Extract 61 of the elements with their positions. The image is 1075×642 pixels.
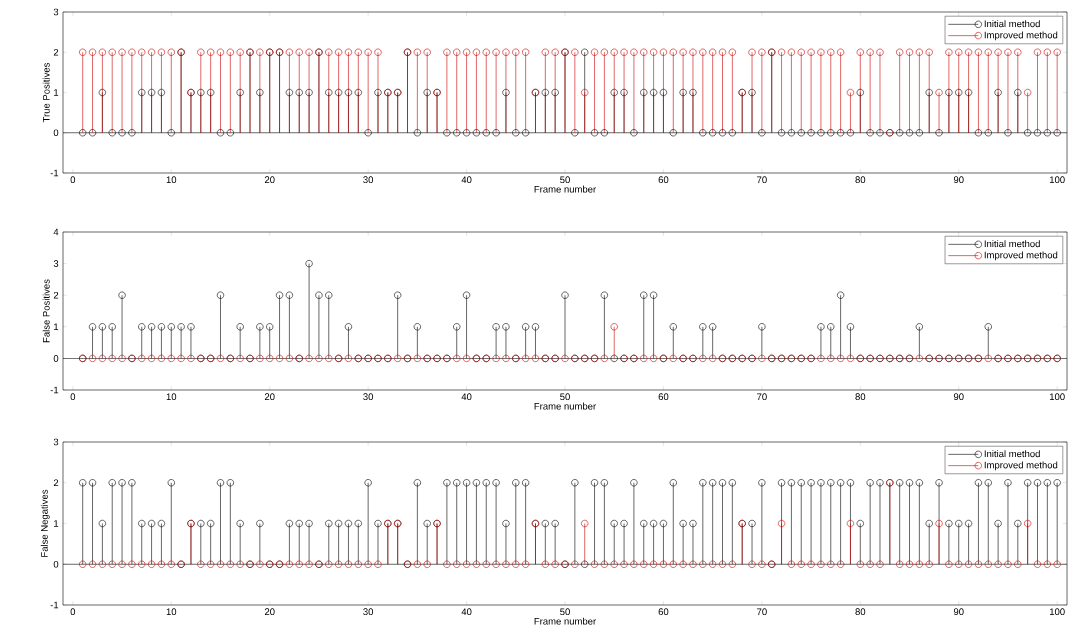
x-tick-label: 30 [363,608,374,616]
x-tick-label: 100 [1049,393,1065,401]
x-tick-label: 30 [363,393,374,401]
y-tick-label: 4 [53,228,59,236]
x-tick-label: 100 [1049,608,1065,616]
y-tick-label: 1 [54,89,59,96]
legend-label: Initial method [984,20,1040,28]
x-tick-label: 0 [70,393,76,401]
x-tick-label: 80 [855,176,866,184]
x-tick-label: 60 [658,176,669,184]
legend-label: Improved method [984,461,1058,471]
x-tick-label: 80 [855,608,866,616]
y-tick-label: 2 [53,479,59,487]
y-tick-label: -1 [50,169,59,177]
y-tick-label: 2 [53,48,59,56]
legend-label: Improved method [984,31,1058,41]
y-tick-label: 0 [53,355,59,362]
x-tick-label: 70 [757,608,767,616]
x-tick-label: 50 [560,393,570,401]
y-axis-title: False Negatives [40,489,50,557]
y-tick-label: 3 [53,8,59,16]
x-tick-label: 70 [757,176,767,184]
x-tick-label: 60 [658,608,669,616]
x-tick-label: 90 [953,176,964,184]
y-tick-label: 0 [53,560,59,568]
x-tick-label: 10 [166,393,177,401]
x-tick-label: 100 [1049,176,1065,184]
x-axis-title: Frame number [534,402,596,410]
x-tick-label: 10 [166,608,177,616]
x-tick-label: 40 [461,176,472,184]
x-tick-label: 20 [264,608,275,616]
x-tick-label: 60 [658,393,669,401]
x-tick-label: 70 [757,393,767,401]
legend-label: Improved method [984,251,1058,261]
x-tick-label: 90 [953,608,964,616]
x-axis-title: Frame number [534,617,596,625]
y-tick-label: 1 [54,323,59,331]
y-tick-label: 1 [54,520,59,527]
legend-label: Initial method [984,450,1040,458]
x-tick-label: 10 [166,176,177,184]
x-tick-label: 90 [953,393,964,401]
y-tick-label: -1 [50,601,59,609]
y-tick-label: -1 [50,386,59,394]
x-tick-label: 20 [264,393,275,401]
x-tick-label: 0 [70,176,76,184]
x-tick-label: 50 [560,176,570,184]
x-tick-label: 50 [560,608,570,616]
y-axis-title: True Positives [42,62,50,123]
x-tick-label: 40 [461,393,472,401]
x-tick-label: 80 [855,393,866,401]
y-axis-title: False Positives [42,279,50,343]
y-tick-label: 3 [53,260,59,267]
x-tick-label: 0 [70,608,76,616]
x-tick-label: 40 [461,608,472,616]
legend-label: Initial method [984,240,1040,248]
x-tick-label: 30 [363,176,374,184]
x-tick-label: 20 [264,176,275,184]
x-axis-title: Frame number [534,185,596,193]
y-tick-label: 0 [53,129,59,137]
y-tick-label: 3 [53,438,59,446]
y-tick-label: 2 [53,291,59,299]
